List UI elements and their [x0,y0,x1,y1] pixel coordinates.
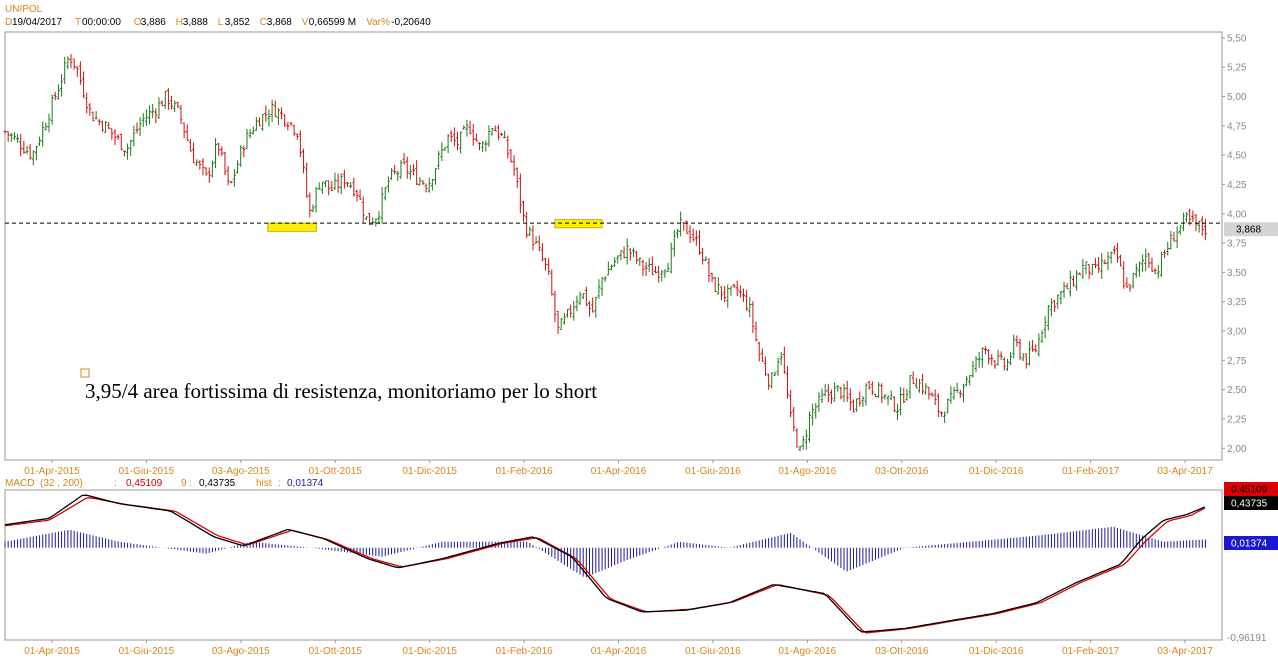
macd-header-part: (32 , 200) [40,478,83,489]
x-tick-label: 01-Giu-2015 [119,466,175,477]
signal-value-label-box [1224,496,1278,510]
header-key-1: T [75,17,81,28]
macd-value-label: 0,45109 [1231,485,1268,496]
x-tick-label: 01-Giu-2016 [685,646,741,657]
x-tick-label: 03-Apr-2017 [1157,646,1213,657]
header-value-6: 0,66599 M [309,17,356,28]
macd-header-part: : [278,478,281,489]
hist-value-label-box [1224,536,1278,550]
x-tick-label: 01-Feb-2016 [495,646,553,657]
x-tick-label: 01-Apr-2016 [591,466,647,477]
x-tick-label: 03-Ott-2016 [875,466,929,477]
macd-axis: 0,45109 0,43735 0,01374 -0,96191 [1224,482,1278,644]
signal-value-label: 0,43735 [1231,499,1268,510]
x-tick-label: 01-Dic-2016 [969,646,1024,657]
chart-title: UNIPOL [5,4,43,15]
y-tick-label: 2,75 [1227,356,1247,367]
last-price-label: 3,868 [1224,222,1278,237]
x-tick-label: 01-Giu-2015 [119,646,175,657]
x-tick-label: 01-Dic-2015 [402,646,457,657]
macd-value-label-box [1224,482,1278,496]
macd-header: MACD (32 , 200):0,45109 9:0,43735 hist:0,01… [5,478,324,489]
macd-signal-line [4,497,1206,634]
price-candles [3,53,1207,452]
x-tick-label: 03-Ago-2015 [212,466,270,477]
price-axis: 5,50 5,25 5,00 4,75 4,50 4,25 4,00 3,75 3,50 3,25… [1222,33,1247,455]
header-key-6: V [302,17,309,28]
annotation-marker [80,368,90,378]
x-tick-label: 01-Apr-2015 [24,466,80,477]
macd-header-part: 0,01374 [287,478,324,489]
x-tick-label: 03-Apr-2017 [1157,466,1213,477]
y-tick-label: 2,00 [1227,444,1247,455]
x-tick-label: 01-Ago-2016 [778,646,836,657]
y-tick-label: 3,50 [1227,268,1247,279]
x-tick-label: 01-Ott-2015 [309,646,363,657]
hist-value-label: 0,01374 [1231,539,1268,550]
macd-line [4,494,1206,633]
header-key-4: L [218,17,224,28]
price-panel: 5,50 5,25 5,00 4,75 4,50 4,25 4,00 3,75 3,50 3,25… [3,31,1278,461]
y-tick-label: 5,00 [1227,92,1247,103]
y-tick-label: 3,00 [1227,327,1247,338]
header-value-7: -0,20640 [391,17,431,28]
x-tick-label: 03-Ott-2016 [875,646,929,657]
x-tick-label: 01-Ott-2015 [309,466,363,477]
header-key-2: O [134,17,142,28]
header-value-4: 3,852 [225,17,250,28]
header-value-2: 3,886 [141,17,166,28]
x-tick-label: 01-Apr-2015 [24,646,80,657]
y-tick-label: 4,00 [1227,209,1247,220]
macd-header-part: hist [256,478,272,489]
ohlc-header: D 19/04/2017 T 00:00:00 O 3,886 H 3,888 L 3,852 C 3… [5,17,431,28]
date-axis-bottom: 01-Apr-2015 01-Giu-2015 03-Ago-2015 01-Ott-… [24,640,1213,657]
header-key-5: C [260,17,267,28]
x-tick-label: 01-Giu-2016 [685,466,741,477]
last-price-value: 3,868 [1236,225,1261,236]
macd-header-part: : [114,478,117,489]
y-tick-label: 2,50 [1227,385,1247,396]
header-key-7: Var% [366,17,390,28]
date-axis-top: 01-Apr-2015 01-Giu-2015 03-Ago-2015 01-Ott-… [24,460,1213,477]
macd-header-part: MACD [5,478,34,489]
x-tick-label: 01-Feb-2017 [1062,466,1120,477]
y-tick-label: 4,50 [1227,151,1247,162]
header-value-1: 00:00:00 [82,17,121,28]
macd-header-part: 0,45109 [126,478,163,489]
x-tick-label: 01-Feb-2017 [1062,646,1120,657]
x-tick-label: 01-Feb-2016 [495,466,553,477]
y-tick-label: 5,50 [1227,33,1247,44]
resistance-highlight [554,219,603,229]
header-key-0: D [5,17,12,28]
y-tick-label: 2,25 [1227,414,1247,425]
x-tick-label: 01-Dic-2016 [969,466,1024,477]
x-tick-label: 01-Ago-2016 [778,466,836,477]
header-value-3: 3,888 [183,17,208,28]
last-price-box [1224,222,1278,237]
y-tick-label: 5,25 [1227,63,1247,74]
y-tick-label: 3,25 [1227,297,1247,308]
x-tick-label: 03-Ago-2015 [212,646,270,657]
header-key-3: H [176,17,183,28]
macd-header-part: 0,43735 [199,478,236,489]
annotation-text: 3,95/4 area fortissima di resistenza, mo… [85,379,597,403]
y-tick-label: 3,75 [1227,239,1247,250]
macd-header-part: : [189,478,192,489]
y-tick-label: 4,25 [1227,180,1247,191]
macd-panel: 0,45109 0,43735 0,01374 -0,96191 [4,482,1278,644]
header-value-5: 3,868 [267,17,292,28]
macd-header-part: 9 [181,478,187,489]
y-tick-label: 4,75 [1227,121,1247,132]
resistance-highlight [267,222,317,232]
x-tick-label: 01-Apr-2016 [591,646,647,657]
header-value-0: 19/04/2017 [12,17,62,28]
macd-min-label: -0,96191 [1227,633,1267,644]
x-tick-label: 01-Dic-2015 [402,466,457,477]
